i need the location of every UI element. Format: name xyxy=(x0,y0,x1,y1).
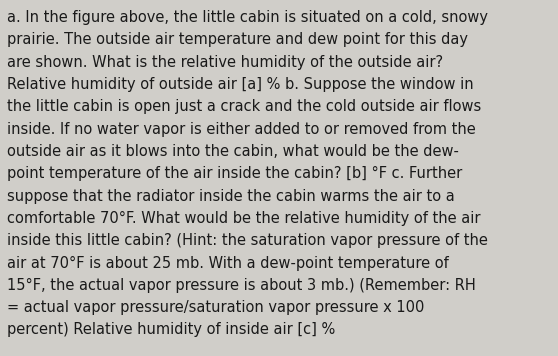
Text: comfortable 70°F. What would be the relative humidity of the air: comfortable 70°F. What would be the rela… xyxy=(7,211,481,226)
Text: = actual vapor pressure/saturation vapor pressure x 100: = actual vapor pressure/saturation vapor… xyxy=(7,300,425,315)
Text: 15°F, the actual vapor pressure is about 3 mb.) (Remember: RH: 15°F, the actual vapor pressure is about… xyxy=(7,278,476,293)
Text: prairie. The outside air temperature and dew point for this day: prairie. The outside air temperature and… xyxy=(7,32,468,47)
Text: Relative humidity of outside air [a] % b. Suppose the window in: Relative humidity of outside air [a] % b… xyxy=(7,77,474,92)
Text: are shown. What is the relative humidity of the outside air?: are shown. What is the relative humidity… xyxy=(7,54,444,70)
Text: suppose that the radiator inside the cabin warms the air to a: suppose that the radiator inside the cab… xyxy=(7,189,455,204)
Text: inside this little cabin? (Hint: the saturation vapor pressure of the: inside this little cabin? (Hint: the sat… xyxy=(7,233,488,248)
Text: the little cabin is open just a crack and the cold outside air flows: the little cabin is open just a crack an… xyxy=(7,99,482,114)
Text: point temperature of the air inside the cabin? [b] °F c. Further: point temperature of the air inside the … xyxy=(7,166,463,181)
Text: inside. If no water vapor is either added to or removed from the: inside. If no water vapor is either adde… xyxy=(7,121,476,137)
Text: air at 70°F is about 25 mb. With a dew-point temperature of: air at 70°F is about 25 mb. With a dew-p… xyxy=(7,256,449,271)
Text: outside air as it blows into the cabin, what would be the dew-: outside air as it blows into the cabin, … xyxy=(7,144,459,159)
Text: a. In the figure above, the little cabin is situated on a cold, snowy: a. In the figure above, the little cabin… xyxy=(7,10,488,25)
Text: percent) Relative humidity of inside air [c] %: percent) Relative humidity of inside air… xyxy=(7,323,335,337)
